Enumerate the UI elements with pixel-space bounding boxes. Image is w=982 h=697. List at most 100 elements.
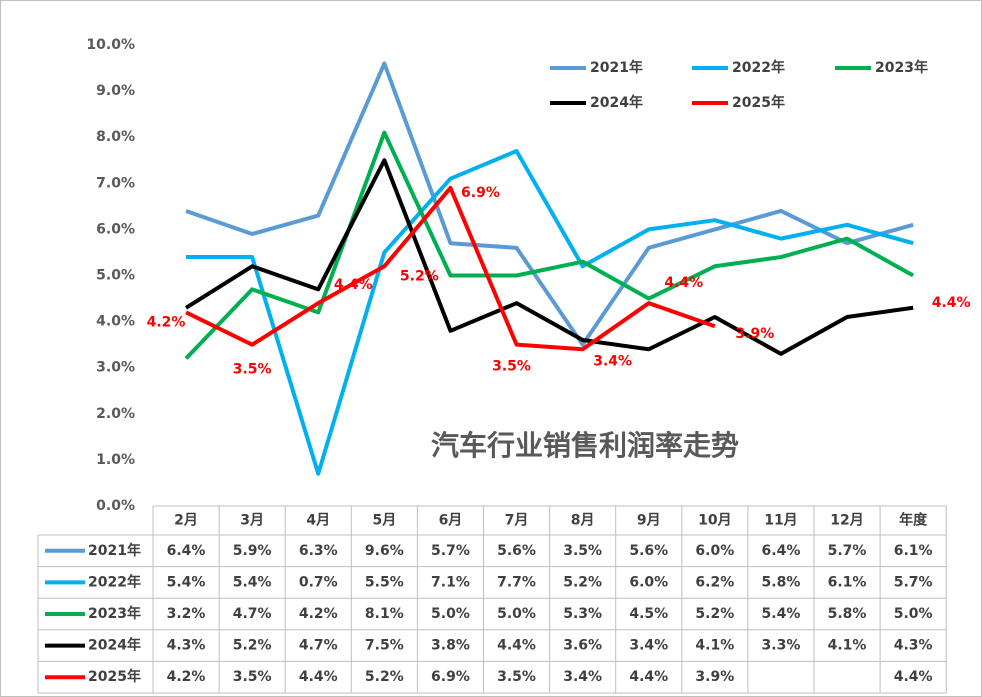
table-cell: 4.4% bbox=[894, 669, 933, 685]
series-line bbox=[184, 130, 915, 360]
table-cell: 4.2% bbox=[167, 669, 206, 685]
table-cell: 4.4% bbox=[299, 669, 338, 685]
table-cell: 5.4% bbox=[233, 574, 272, 590]
table-cell: 5.3% bbox=[563, 606, 602, 622]
table-cell: 9.6% bbox=[365, 543, 404, 559]
y-tick-label: 5.0% bbox=[96, 268, 135, 284]
y-tick-label: 8.0% bbox=[96, 129, 135, 145]
data-label: 3.9% bbox=[735, 326, 774, 342]
legend-label: 2021年 bbox=[590, 59, 643, 76]
x-tick-label: 8月 bbox=[571, 513, 595, 529]
table-cell: 4.4% bbox=[629, 669, 668, 685]
table-cell: 6.3% bbox=[299, 543, 338, 559]
y-tick-label: 7.0% bbox=[96, 175, 135, 191]
table-cell: 0.7% bbox=[299, 574, 338, 590]
table-cell: 5.2% bbox=[563, 574, 602, 590]
data-label: 6.9% bbox=[461, 185, 500, 201]
table-cell: 5.7% bbox=[894, 574, 933, 590]
table-cell: 6.1% bbox=[894, 543, 933, 559]
data-label: 4.2% bbox=[147, 314, 186, 330]
table-cell: 3.3% bbox=[762, 638, 801, 654]
table-cell: 3.5% bbox=[563, 543, 602, 559]
table-cell: 6.0% bbox=[695, 543, 734, 559]
table-cell: 5.9% bbox=[233, 543, 272, 559]
table-cell: 4.3% bbox=[167, 638, 206, 654]
table-cell: 5.0% bbox=[431, 606, 470, 622]
table-cell: 7.7% bbox=[497, 574, 536, 590]
table-row-label: 2024年 bbox=[88, 637, 141, 654]
table-cell: 3.2% bbox=[167, 606, 206, 622]
x-tick-label: 6月 bbox=[439, 513, 463, 529]
legend-label: 2022年 bbox=[732, 59, 785, 76]
data-label: 3.5% bbox=[492, 359, 531, 375]
table-cell: 6.1% bbox=[828, 574, 867, 590]
table-cell: 6.0% bbox=[629, 574, 668, 590]
table-cell: 5.5% bbox=[365, 574, 404, 590]
table-cell: 3.9% bbox=[695, 669, 734, 685]
table-cell: 5.8% bbox=[762, 574, 801, 590]
table-cell: 5.4% bbox=[762, 606, 801, 622]
data-label: 3.5% bbox=[233, 362, 272, 378]
table-row-label: 2025年 bbox=[88, 668, 141, 685]
x-tick-label: 5月 bbox=[372, 513, 396, 529]
series-line bbox=[185, 61, 914, 347]
y-tick-label: 9.0% bbox=[96, 83, 135, 99]
table-cell: 7.5% bbox=[365, 638, 404, 654]
table-cell: 3.5% bbox=[497, 669, 536, 685]
data-label: 4.4% bbox=[932, 295, 971, 311]
chart-title: 汽车行业销售利润率走势 bbox=[431, 429, 739, 462]
table-cell: 5.2% bbox=[233, 638, 272, 654]
data-label: 4.4% bbox=[334, 277, 373, 293]
x-tick-label: 11月 bbox=[764, 513, 797, 529]
table-cell: 5.8% bbox=[828, 606, 867, 622]
table-cell: 5.0% bbox=[497, 606, 536, 622]
x-tick-label: 年度 bbox=[899, 512, 928, 529]
table-cell: 5.7% bbox=[431, 543, 470, 559]
table-cell: 3.5% bbox=[233, 669, 272, 685]
table-cell: 3.4% bbox=[629, 638, 668, 654]
table-cell: 4.7% bbox=[233, 606, 272, 622]
table-cell: 3.8% bbox=[431, 638, 470, 654]
data-label: 5.2% bbox=[400, 268, 439, 284]
table-row-label: 2022年 bbox=[88, 573, 141, 590]
x-tick-label: 3月 bbox=[240, 513, 264, 529]
y-tick-label: 1.0% bbox=[96, 452, 135, 468]
legend-label: 2024年 bbox=[590, 94, 643, 111]
table-cell: 4.1% bbox=[828, 638, 867, 654]
x-tick-label: 4月 bbox=[306, 513, 330, 529]
series-line bbox=[184, 158, 914, 356]
x-tick-label: 10月 bbox=[698, 513, 731, 529]
table-cell: 4.3% bbox=[894, 638, 933, 654]
x-tick-label: 7月 bbox=[505, 513, 529, 529]
y-tick-label: 3.0% bbox=[96, 360, 135, 376]
series-line bbox=[186, 149, 914, 476]
table-cell: 7.1% bbox=[431, 574, 470, 590]
y-tick-label: 4.0% bbox=[96, 314, 135, 330]
table-cell: 5.6% bbox=[497, 543, 536, 559]
table-cell: 4.2% bbox=[299, 606, 338, 622]
y-tick-label: 2.0% bbox=[96, 406, 135, 422]
table-cell: 6.2% bbox=[695, 574, 734, 590]
table-cell: 3.6% bbox=[563, 638, 602, 654]
table-cell: 6.4% bbox=[762, 543, 801, 559]
table-cell: 4.5% bbox=[629, 606, 668, 622]
table-row-label: 2023年 bbox=[88, 605, 141, 622]
x-tick-label: 12月 bbox=[830, 513, 863, 529]
data-label: 3.4% bbox=[593, 353, 632, 369]
table-cell: 4.7% bbox=[299, 638, 338, 654]
table-cell: 5.2% bbox=[695, 606, 734, 622]
y-tick-label: 10.0% bbox=[86, 37, 135, 53]
x-tick-label: 9月 bbox=[637, 513, 661, 529]
table-cell: 4.1% bbox=[695, 638, 734, 654]
legend-label: 2023年 bbox=[875, 59, 928, 76]
y-tick-label: 6.0% bbox=[96, 221, 135, 237]
table-cell: 4.4% bbox=[497, 638, 536, 654]
table-cell: 8.1% bbox=[365, 606, 404, 622]
data-label: 4.4% bbox=[664, 275, 703, 291]
table-cell: 5.4% bbox=[167, 574, 206, 590]
table-cell: 5.7% bbox=[828, 543, 867, 559]
legend-label: 2025年 bbox=[732, 94, 785, 111]
table-cell: 3.4% bbox=[563, 669, 602, 685]
